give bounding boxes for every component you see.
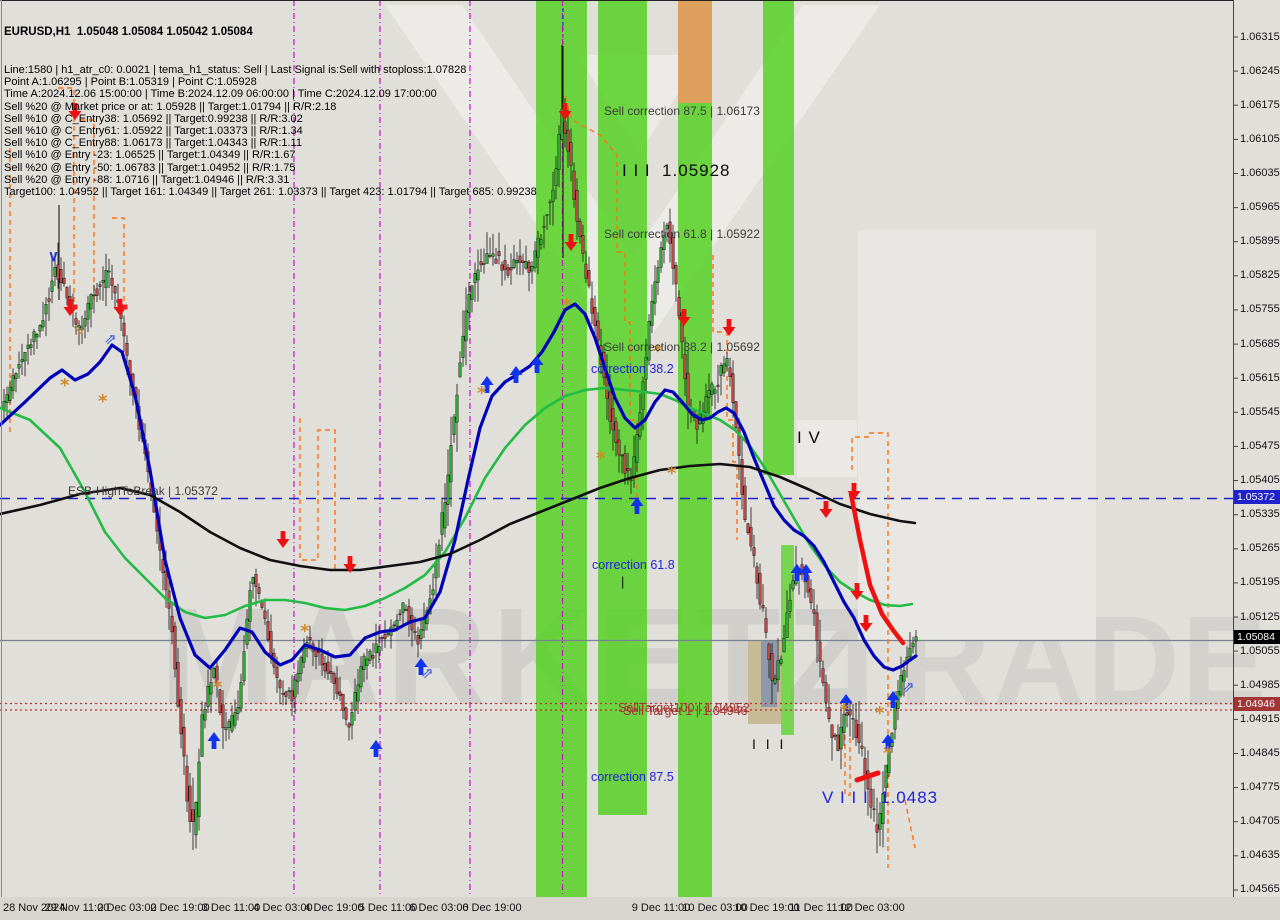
indicator-info-block: EURUSD,H1 1.05048 1.05084 1.05042 1.0508… xyxy=(4,2,537,198)
time-axis-label: 29 Nov 11:00 xyxy=(44,902,110,914)
time-axis-label: 28 Nov 2024 xyxy=(3,902,66,914)
red-trend-line xyxy=(848,491,906,646)
info-line: Point A:1.06295 | Point B:1.05319 | Poin… xyxy=(4,76,257,89)
time-axis-label: 5 Dec 11:00 xyxy=(358,902,418,914)
price-axis-label: 1.05475 xyxy=(1240,439,1280,452)
info-line: Sell %10 @ C_Entry88: 1.06173 || Target:… xyxy=(4,137,302,150)
info-line: Sell %20 @ Entry -50: 1.06783 || Target:… xyxy=(4,161,296,174)
price-axis-label: 1.05335 xyxy=(1240,508,1280,521)
price-axis-label: 1.04775 xyxy=(1240,781,1280,794)
time-axis-label: 3 Dec 11:00 xyxy=(201,902,261,914)
time-axis-label: 4 Dec 03:00 xyxy=(253,902,313,914)
price-marker-chip: 1.05372 xyxy=(1234,489,1280,504)
price-axis-label: 1.04705 xyxy=(1240,815,1280,828)
sell-arrows xyxy=(63,103,873,632)
time-axis-label: 10 Dec 03:00 xyxy=(682,902,748,914)
price-axis-label: 1.05405 xyxy=(1240,474,1280,487)
svg-text:*: * xyxy=(213,677,223,698)
svg-text:*: * xyxy=(875,703,885,724)
time-axis-label: 6 Dec 19:00 xyxy=(462,902,522,914)
svg-text:*: * xyxy=(98,391,108,412)
svg-text:*: * xyxy=(840,700,850,721)
svg-text:*: * xyxy=(477,383,487,404)
fibo-star-markers: * * * * * * * * * * * * xyxy=(60,295,893,764)
info-line: Sell %10 @ C_Entry61: 1.05922 || Target:… xyxy=(4,125,303,138)
price-axis-label: 1.05125 xyxy=(1240,610,1280,623)
svg-text:*: * xyxy=(596,448,606,469)
price-axis-label: 1.05825 xyxy=(1240,269,1280,282)
time-axis[interactable]: 28 Nov 2024 29 Nov 11:00 2 Dec 03:00 2 Dec … xyxy=(0,897,1280,920)
stop-square-markers xyxy=(72,304,128,310)
info-line: Sell %10 @ C_Entry38: 1.05692 || Target:… xyxy=(4,112,303,125)
price-axis-label: 1.06245 xyxy=(1240,64,1280,77)
svg-text:*: * xyxy=(300,621,310,642)
price-axis-label: 1.05195 xyxy=(1240,576,1280,589)
price-marker-chip: 1.05084 xyxy=(1234,629,1280,644)
svg-text:*: * xyxy=(60,375,70,396)
price-axis-label: 1.04845 xyxy=(1240,746,1280,759)
ma-green-line xyxy=(0,386,914,620)
time-axis-label: 4 Dec 19:00 xyxy=(304,902,364,914)
price-axis[interactable]: 1.06315 1.06245 1.06175 1.06105 1.06035 1.059… xyxy=(1233,0,1280,897)
signal-bands xyxy=(536,0,794,897)
price-axis-label: 1.04985 xyxy=(1240,678,1280,691)
buy-arrows xyxy=(207,356,900,757)
info-line: Target100: 1.04952 || Target 161: 1.0434… xyxy=(4,186,537,199)
svg-text:*: * xyxy=(667,463,677,484)
price-axis-label: 1.05895 xyxy=(1240,235,1280,248)
price-axis-label: 1.04915 xyxy=(1240,712,1280,725)
info-line: Line:1580 | h1_atr_c0: 0.0021 | tema_h1_… xyxy=(4,64,467,77)
info-line: Sell %10 @ Entry -23: 1.06525 || Target:… xyxy=(4,149,296,162)
chart-title-ohlc: EURUSD,H1 1.05048 1.05084 1.05042 1.0508… xyxy=(4,26,253,39)
price-axis-label: 1.04565 xyxy=(1240,883,1280,896)
time-axis-label: 2 Dec 19:00 xyxy=(150,902,210,914)
time-axis-label: 12 Dec 03:00 xyxy=(839,902,905,914)
price-axis-label: 1.05755 xyxy=(1240,303,1280,316)
red-foot-line xyxy=(854,770,881,783)
price-axis-label: 1.05265 xyxy=(1240,542,1280,555)
info-line: Sell %20 @ Entry -88: 1.0716 || Target:1… xyxy=(4,173,290,186)
time-axis-label: 2 Dec 03:00 xyxy=(97,902,157,914)
svg-text:*: * xyxy=(883,743,893,764)
time-axis-label: 9 Dec 11:00 xyxy=(631,902,691,914)
price-axis-label: 1.05055 xyxy=(1240,644,1280,657)
svg-text:*: * xyxy=(562,295,572,316)
time-axis-label: 10 Dec 19:00 xyxy=(734,902,800,914)
price-axis-label: 1.06105 xyxy=(1240,132,1280,145)
price-marker-chip: 1.04946 xyxy=(1234,697,1280,712)
info-line: Sell %20 @ Market price or at: 1.05928 |… xyxy=(4,100,337,113)
price-axis-label: 1.05965 xyxy=(1240,201,1280,214)
info-line: Time A:2024.12.06 15:00:00 | Time B:2024… xyxy=(4,88,437,101)
tema-blue-line xyxy=(0,302,918,672)
price-axis-label: 1.06315 xyxy=(1240,30,1280,43)
ma-black-line xyxy=(0,462,917,572)
price-axis-label: 1.06035 xyxy=(1240,166,1280,179)
price-axis-label: 1.05615 xyxy=(1240,371,1280,384)
trailing-stop-line xyxy=(9,87,916,868)
time-axis-label: 11 Dec 11:00 xyxy=(789,902,853,914)
svg-text:*: * xyxy=(653,341,663,362)
price-axis-label: 1.04635 xyxy=(1240,849,1280,862)
price-axis-label: 1.06175 xyxy=(1240,98,1280,111)
price-axis-label: 1.05685 xyxy=(1240,337,1280,350)
time-axis-label: 6 Dec 03:00 xyxy=(409,902,469,914)
price-axis-label: 1.05545 xyxy=(1240,405,1280,418)
